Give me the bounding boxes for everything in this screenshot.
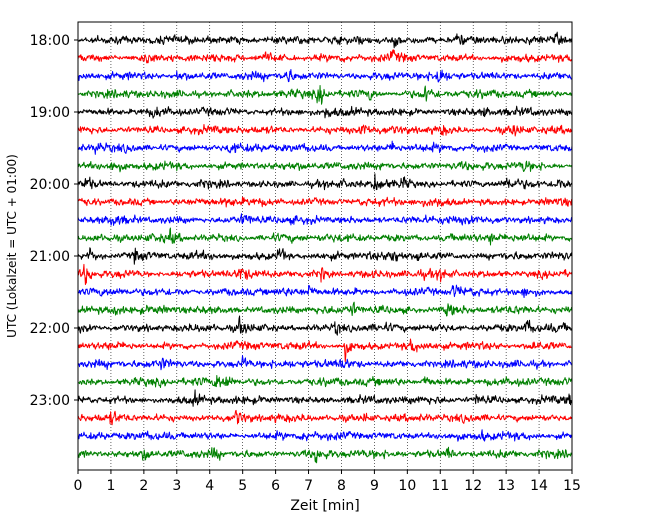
trace-1915 xyxy=(77,123,573,137)
x-axis-label: Zeit [min] xyxy=(290,498,359,514)
x-tick-label-2: 2 xyxy=(139,478,148,494)
x-tick-label-4: 4 xyxy=(205,478,214,494)
trace-1900 xyxy=(77,105,573,119)
x-tick-label-1: 1 xyxy=(106,478,115,494)
x-tick-label-15: 15 xyxy=(563,478,581,494)
y-tick-label-2300: 23:00 xyxy=(30,393,70,409)
trace-2245 xyxy=(77,374,573,389)
x-tick-label-7: 7 xyxy=(304,478,313,494)
trace-1830 xyxy=(77,69,573,83)
trace-2300 xyxy=(77,389,573,407)
trace-2345 xyxy=(77,446,573,464)
vertical-grid xyxy=(110,22,540,470)
x-tick-label-11: 11 xyxy=(431,478,449,494)
y-axis-ticks: 18:00 19:00 20:00 21:00 22:00 23:00 xyxy=(30,33,78,409)
x-tick-label-13: 13 xyxy=(497,478,515,494)
trace-1845 xyxy=(77,85,573,105)
x-tick-label-10: 10 xyxy=(398,478,416,494)
trace-2030 xyxy=(77,213,573,226)
trace-2045 xyxy=(77,227,573,246)
y-tick-label-1900: 19:00 xyxy=(30,105,70,121)
x-tick-label-14: 14 xyxy=(530,478,548,494)
plot-frame xyxy=(77,21,573,471)
trace-2100 xyxy=(77,247,573,265)
trace-2215 xyxy=(77,338,573,363)
x-tick-label-6: 6 xyxy=(271,478,280,494)
y-tick-label-1800: 18:00 xyxy=(30,33,70,49)
y-axis-label: UTC (Lokalzeit = UTC + 01:00) xyxy=(5,154,19,338)
trace-1815 xyxy=(77,49,573,64)
trace-2330 xyxy=(77,429,573,442)
trace-1800 xyxy=(77,31,573,49)
trace-group xyxy=(77,31,573,464)
trace-2015 xyxy=(77,196,573,208)
x-tick-label-12: 12 xyxy=(464,478,482,494)
x-tick-label-8: 8 xyxy=(337,478,346,494)
x-axis-ticks: 0 1 2 3 4 5 6 7 8 9 10 11 12 13 14 15 xyxy=(74,470,581,494)
trace-2230 xyxy=(77,355,573,371)
x-tick-label-5: 5 xyxy=(238,478,247,494)
x-tick-label-3: 3 xyxy=(172,478,181,494)
trace-2315 xyxy=(77,409,573,426)
trace-2000 xyxy=(77,173,573,191)
trace-1930 xyxy=(77,140,573,155)
y-tick-label-2100: 21:00 xyxy=(30,249,70,265)
x-tick-label-9: 9 xyxy=(370,478,379,494)
y-tick-label-2000: 20:00 xyxy=(30,177,70,193)
trace-2115 xyxy=(77,263,573,286)
y-tick-label-2200: 22:00 xyxy=(30,321,70,337)
trace-2145 xyxy=(77,301,573,317)
trace-1945 xyxy=(77,160,573,173)
x-tick-label-0: 0 xyxy=(74,478,83,494)
trace-2130 xyxy=(77,284,573,299)
trace-2200 xyxy=(77,315,573,336)
